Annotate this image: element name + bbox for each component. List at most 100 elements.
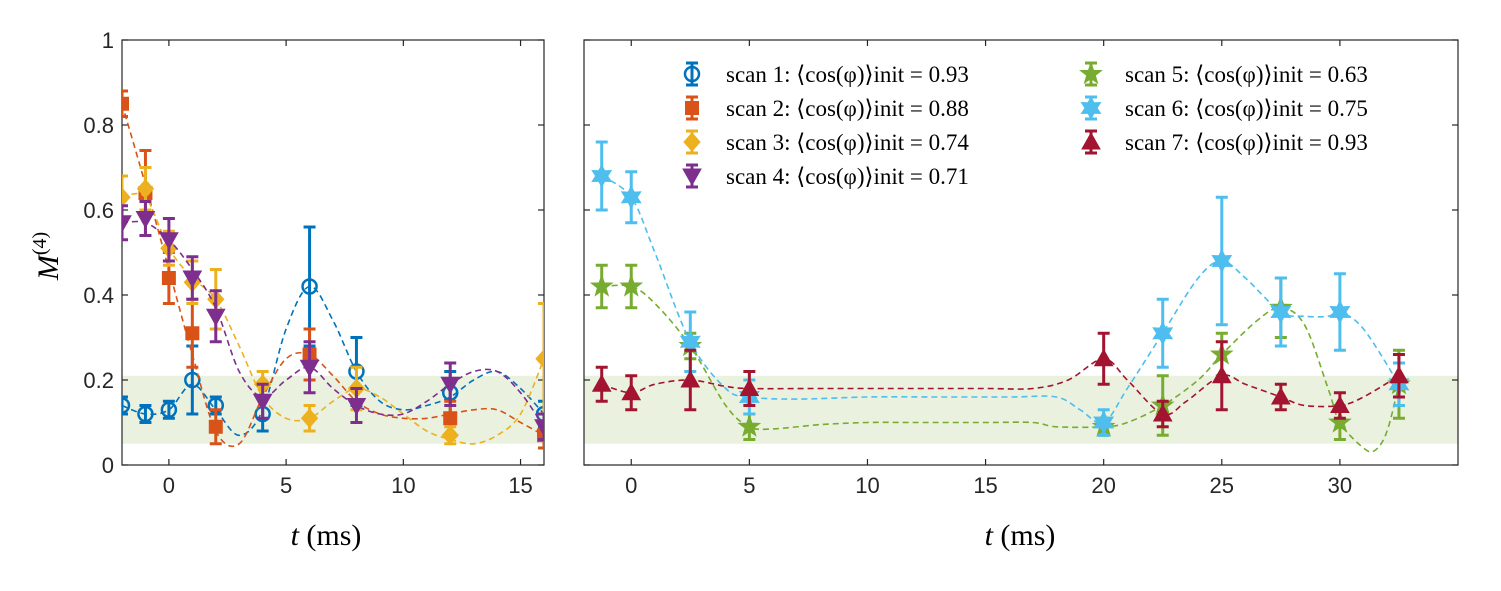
left-plot-area: [122, 89, 544, 450]
y-axis-title: M(4): [29, 232, 65, 281]
left-x-tick-label: 10: [391, 473, 415, 498]
scan4-point: [159, 232, 179, 250]
scan7-point: [1389, 365, 1409, 384]
scan2-fit-line: [122, 103, 544, 448]
scan6-fit-line: [601, 175, 1400, 424]
scan5-point: [589, 274, 614, 297]
legend-marker-scan7: [1081, 131, 1101, 150]
scan7-point: [1211, 365, 1232, 384]
scan4-point: [346, 398, 367, 416]
legend-marker-scan1: [683, 65, 701, 83]
scan4-point: [534, 419, 544, 437]
left-x-tick-label: 0: [163, 473, 175, 498]
scan7-point: [1152, 403, 1173, 422]
scan2-point: [185, 326, 200, 341]
legend-marker-scan3: [683, 132, 701, 152]
scan6-point: [1211, 248, 1233, 274]
scan1-point: [535, 405, 544, 423]
right-x-tick-label: 30: [1328, 473, 1352, 498]
scan7-point: [621, 382, 642, 401]
scan7-point: [1330, 395, 1350, 413]
scan7-point: [591, 374, 612, 392]
scan6-point: [1152, 321, 1174, 346]
y-tick-label: 0.2: [83, 368, 114, 393]
left-x-axis-title: t (ms): [291, 519, 362, 552]
scan4-point: [135, 211, 156, 229]
right-x-tick-label: 0: [625, 473, 637, 498]
right-panel: 0 5 10 15 20 25 30: [583, 39, 1459, 498]
left-x-tick-label: 5: [280, 473, 292, 498]
right-x-axis-title: t (ms): [985, 519, 1056, 552]
right-x-tick-label: 20: [1091, 473, 1115, 498]
scan3-point: [300, 408, 319, 429]
scan4-point: [252, 393, 273, 412]
scan6-point: [1329, 299, 1351, 325]
scan1-point: [137, 405, 154, 423]
legend-label-scan1: scan 1: ⟨cos(φ)⟩init = 0.93: [726, 62, 969, 87]
scan4-point: [182, 270, 203, 289]
scan5-point: [1327, 410, 1352, 433]
scan4-series: [122, 200, 544, 441]
scan7-point: [680, 369, 701, 388]
scan5-point: [619, 274, 644, 297]
legend-item-scan2: scan 2: ⟨cos(φ)⟩init = 0.88: [685, 95, 969, 121]
scan7-series: [591, 331, 1409, 429]
legend-item-scan4: scan 4: ⟨cos(φ)⟩init = 0.71: [682, 163, 969, 189]
legend-marker-scan5: [1079, 61, 1103, 85]
scan5-point: [737, 414, 762, 437]
scan4-point: [122, 215, 132, 233]
right-axes-box: [583, 39, 1459, 466]
scan3-point: [535, 348, 544, 369]
legend-item-scan1: scan 1: ⟨cos(φ)⟩init = 0.93: [683, 61, 969, 87]
y-tick-label: 0.8: [83, 113, 114, 138]
left-axes-box: [121, 39, 545, 466]
legend-label-scan5: scan 5: ⟨cos(φ)⟩init = 0.63: [1125, 62, 1368, 87]
scan2-point: [443, 411, 458, 426]
legend-marker-scan4: [682, 168, 702, 187]
scan1-point: [184, 371, 201, 389]
y-tick-label: 0.6: [83, 198, 114, 223]
right-x-tick-label: 15: [973, 473, 997, 498]
scan2-point: [122, 96, 129, 111]
legend-item-scan3: scan 3: ⟨cos(φ)⟩init = 0.74: [683, 129, 969, 155]
scan2-point: [161, 271, 176, 285]
legend-marker-scan2: [685, 101, 699, 115]
scan6-point: [591, 163, 613, 189]
scan6-point: [1270, 299, 1292, 325]
legend-label-scan4: scan 4: ⟨cos(φ)⟩init = 0.71: [726, 164, 969, 189]
scan3-point: [122, 187, 131, 208]
y-tick-label: 1: [102, 28, 114, 53]
left-panel: 0 5 10 15 0 0.2 0.4 0.6 0.8 1: [83, 28, 545, 498]
scan1-point: [122, 397, 131, 414]
legend-label-scan2: scan 2: ⟨cos(φ)⟩init = 0.88: [726, 96, 969, 121]
scan3-fit-line: [122, 192, 544, 445]
legend-item-scan6: scan 6: ⟨cos(φ)⟩init = 0.75: [1080, 95, 1368, 121]
legend-item-scan7: scan 7: ⟨cos(φ)⟩init = 0.93: [1081, 129, 1368, 155]
scan4-point: [299, 359, 320, 378]
scan4-point: [205, 308, 226, 327]
scan6-point: [1093, 410, 1115, 435]
right-x-tick-label: 25: [1210, 473, 1234, 498]
scan7-point: [1270, 386, 1291, 405]
left-shaded-band: [122, 375, 544, 444]
scan2-point: [537, 428, 544, 443]
svg-text:M(4): M(4): [29, 232, 65, 281]
scan7-point: [1093, 348, 1114, 367]
scan1-point: [160, 401, 178, 418]
y-tick-label: 0: [102, 453, 114, 478]
scan2-point: [208, 419, 223, 434]
scan3-point: [441, 425, 459, 446]
scan7-fit-line: [601, 357, 1400, 416]
scan7-point: [739, 378, 760, 396]
legend-marker-scan6: [1080, 95, 1102, 121]
scan6-point: [620, 185, 642, 210]
y-tick-label: 0.4: [83, 283, 114, 308]
legend: scan 1: ⟨cos(φ)⟩init = 0.93 scan 2: ⟨cos(…: [682, 61, 1368, 189]
legend-label-scan7: scan 7: ⟨cos(φ)⟩init = 0.93: [1125, 130, 1368, 155]
scan3-point: [136, 178, 155, 199]
right-plot-area: [589, 140, 1411, 453]
legend-item-scan5: scan 5: ⟨cos(φ)⟩init = 0.63: [1079, 61, 1368, 87]
right-x-tick-label: 5: [743, 473, 755, 498]
legend-label-scan3: scan 3: ⟨cos(φ)⟩init = 0.74: [726, 130, 969, 155]
